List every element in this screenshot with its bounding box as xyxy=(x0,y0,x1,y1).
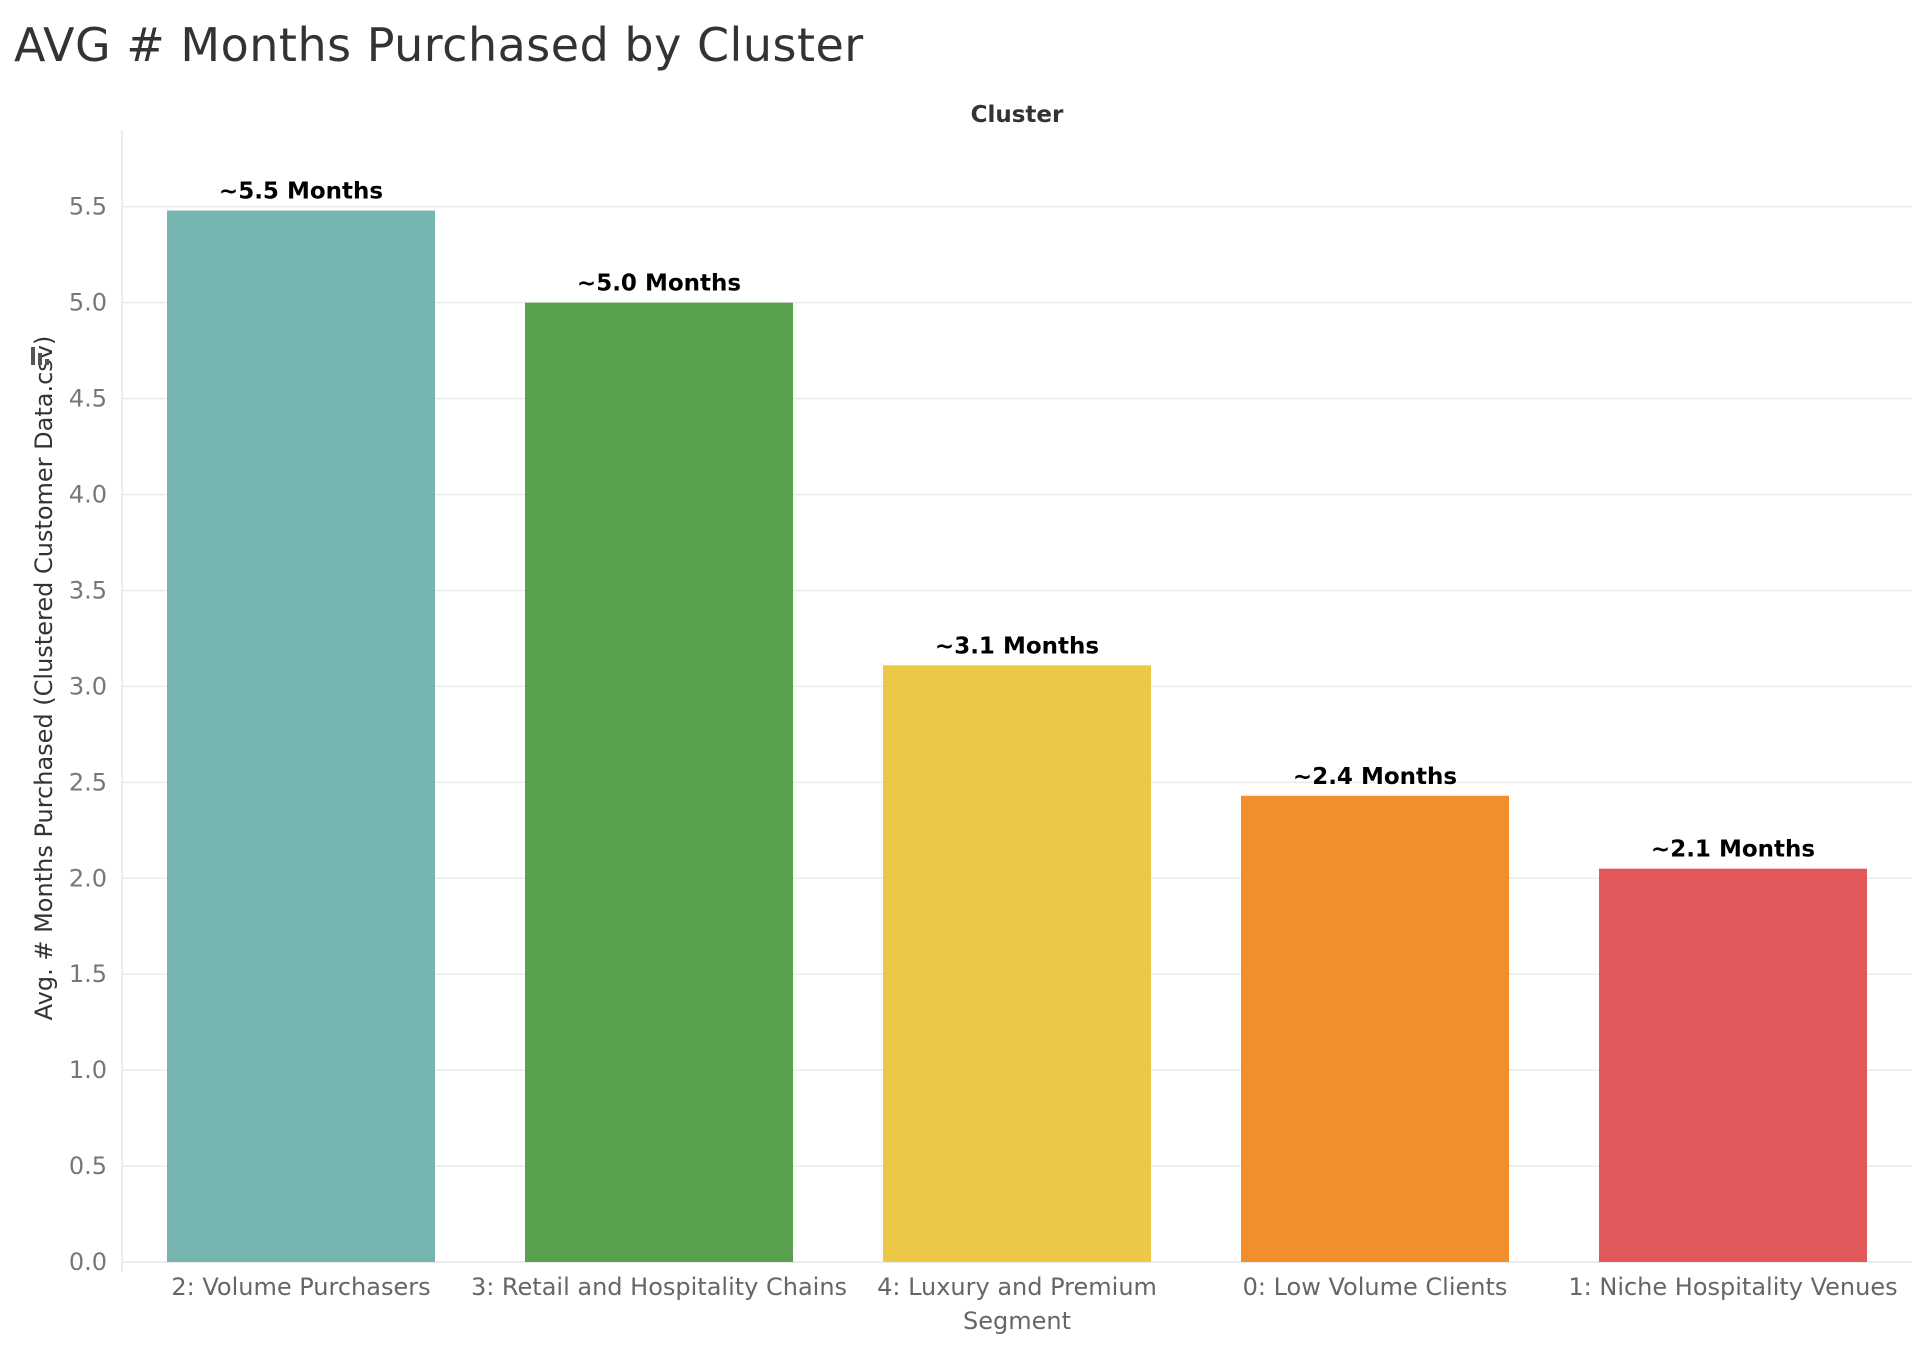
column-header: Cluster xyxy=(971,102,1064,128)
bars xyxy=(167,210,1867,1263)
y-tick-label: 0.0 xyxy=(69,1248,107,1276)
y-tick-label: 1.0 xyxy=(69,1056,107,1084)
x-category-label: 1: Niche Hospitality Venues xyxy=(1568,1273,1897,1301)
y-tick-label: 2.5 xyxy=(69,768,107,796)
labels: ~5.5 Months 2: Volume Purchasers ~5.0 Mont… xyxy=(171,179,1897,1335)
y-tick-label: 5.5 xyxy=(69,193,107,221)
x-category-label: 2: Volume Purchasers xyxy=(171,1273,430,1301)
bar xyxy=(1599,868,1867,1262)
y-axis-title: Avg. # Months Purchased (Clustered Custo… xyxy=(30,336,58,1021)
y-tick-label: 2.0 xyxy=(69,864,107,892)
chart-title: AVG # Months Purchased by Cluster xyxy=(14,18,864,72)
data-label: ~3.1 Months xyxy=(935,633,1099,659)
sort-icon-bar xyxy=(38,353,42,365)
y-tick-label: 1.5 xyxy=(69,960,107,988)
axes: 0.0 0.5 1.0 1.5 2.0 2.5 3.0 3.5 4.0 4.5 5.0 5.5 xyxy=(69,130,1912,1276)
sort-icon-bar xyxy=(45,359,49,365)
bar-chart-sort-icon[interactable] xyxy=(31,347,49,365)
data-label: ~2.1 Months xyxy=(1651,837,1815,863)
x-category-label: 4: Luxury and Premium xyxy=(877,1273,1157,1301)
bar xyxy=(1241,795,1509,1262)
x-category-label: 3: Retail and Hospitality Chains xyxy=(471,1273,847,1301)
bar xyxy=(525,302,793,1262)
y-tick-label: 4.5 xyxy=(69,385,107,413)
y-tick-label: 3.0 xyxy=(69,672,107,700)
bar xyxy=(883,665,1151,1262)
y-tick-label: 4.0 xyxy=(69,481,107,509)
x-category-label: Segment xyxy=(963,1307,1071,1335)
data-label: ~2.4 Months xyxy=(1293,764,1457,790)
sort-icon-bar xyxy=(31,347,35,365)
x-category-label: 0: Low Volume Clients xyxy=(1243,1273,1508,1301)
data-label: ~5.0 Months xyxy=(577,271,741,297)
y-tick-label: 3.5 xyxy=(69,576,107,604)
data-label: ~5.5 Months xyxy=(219,179,383,205)
y-tick-label: 0.5 xyxy=(69,1152,107,1180)
y-tick-label: 5.0 xyxy=(69,289,107,317)
bar xyxy=(167,210,435,1263)
